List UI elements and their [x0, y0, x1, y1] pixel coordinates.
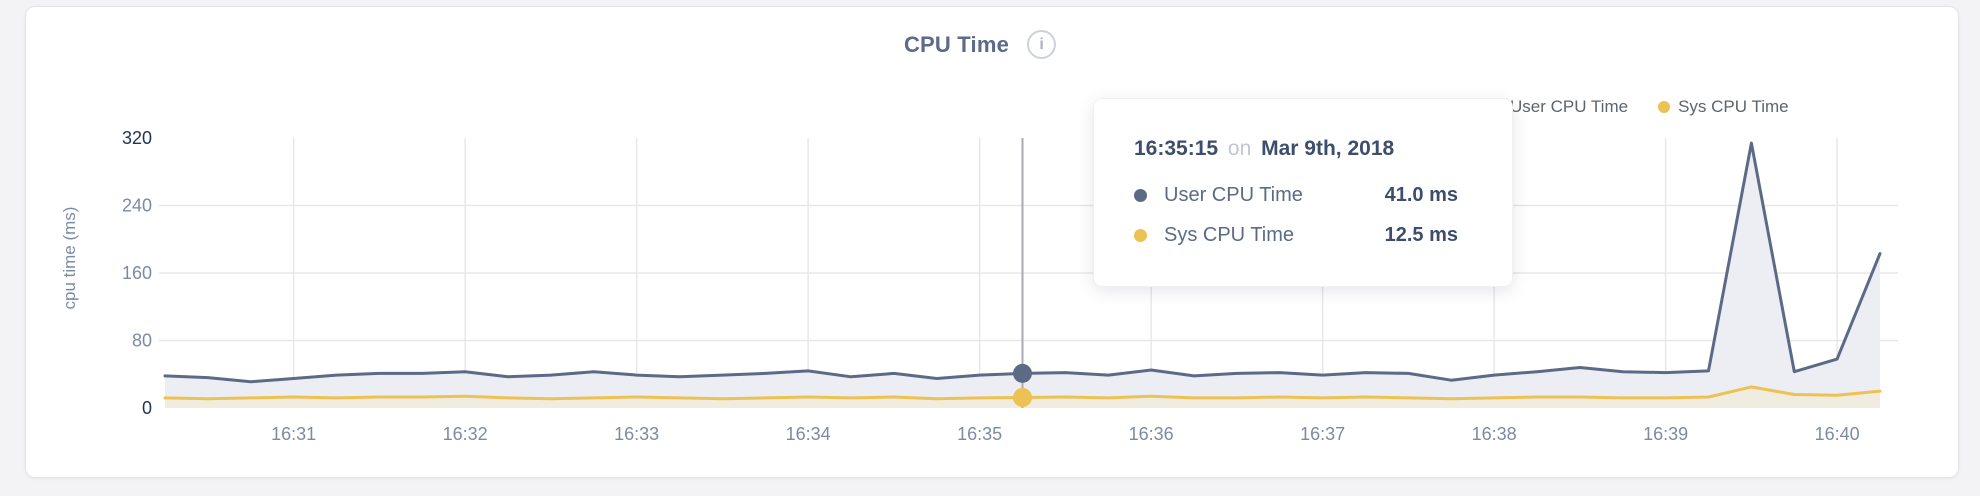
tooltip-row-sys: Sys CPU Time 12.5 ms [1134, 215, 1458, 255]
tooltip-label-sys: Sys CPU Time [1164, 223, 1295, 246]
tooltip-on-word: on [1227, 137, 1252, 160]
tooltip-value-sys: 12.5 ms [1384, 223, 1458, 246]
legend-item-sys-cpu-time[interactable]: Sys CPU Time [1658, 97, 1789, 117]
chart-tooltip: 16:35:15 on Mar 9th, 2018 User CPU Time … [1093, 98, 1513, 287]
tooltip-value-user: 41.0 ms [1384, 183, 1458, 206]
sys-cpu-legend-dot-icon [1658, 101, 1671, 113]
tooltip-time: 16:35:15 [1134, 137, 1219, 160]
legend: User CPU Time Sys CPU Time [1490, 97, 1789, 117]
chart-header: CPU Time i [903, 30, 1057, 59]
tooltip-date-row: 16:35:15 on Mar 9th, 2018 [1134, 137, 1458, 161]
tooltip-date: Mar 9th, 2018 [1261, 137, 1395, 160]
sys-cpu-dot-icon [1134, 228, 1147, 242]
tooltip-row-user: User CPU Time 41.0 ms [1134, 175, 1458, 215]
legend-label-sys: Sys CPU Time [1678, 97, 1789, 116]
legend-label-user: User CPU Time [1510, 97, 1629, 116]
chart-card [25, 6, 1959, 478]
chart-title: CPU Time [903, 31, 1010, 57]
info-icon[interactable]: i [1027, 30, 1057, 59]
user-cpu-dot-icon [1134, 188, 1147, 202]
tooltip-label-user: User CPU Time [1164, 183, 1303, 206]
